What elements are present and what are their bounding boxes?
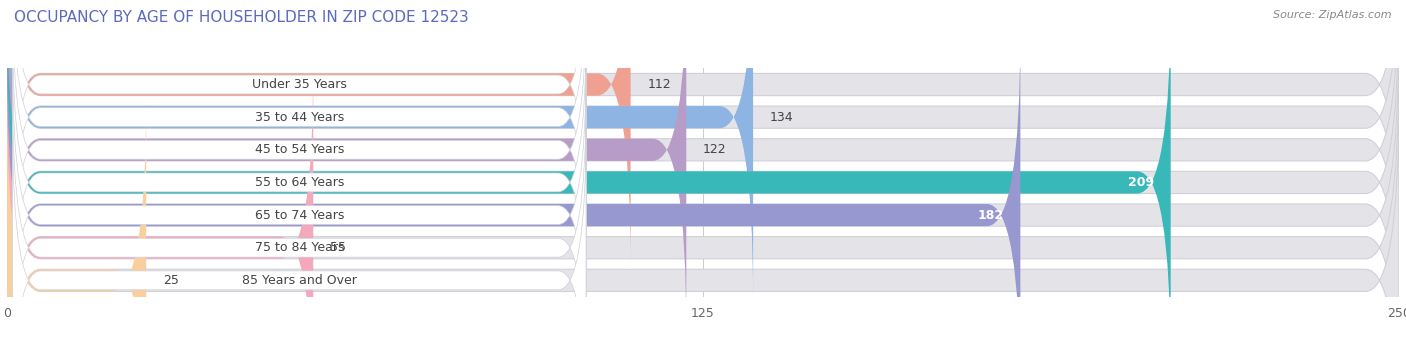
FancyBboxPatch shape: [7, 63, 314, 341]
FancyBboxPatch shape: [7, 0, 1399, 341]
FancyBboxPatch shape: [7, 30, 1399, 341]
Text: Source: ZipAtlas.com: Source: ZipAtlas.com: [1274, 10, 1392, 20]
FancyBboxPatch shape: [7, 0, 686, 335]
Text: 75 to 84 Years: 75 to 84 Years: [254, 241, 344, 254]
Text: 112: 112: [647, 78, 671, 91]
Text: 55 to 64 Years: 55 to 64 Years: [254, 176, 344, 189]
Text: 35 to 44 Years: 35 to 44 Years: [254, 111, 344, 124]
FancyBboxPatch shape: [7, 95, 146, 341]
Text: 65 to 74 Years: 65 to 74 Years: [254, 209, 344, 222]
FancyBboxPatch shape: [7, 95, 1399, 341]
Text: 182: 182: [977, 209, 1004, 222]
Text: 209: 209: [1128, 176, 1154, 189]
FancyBboxPatch shape: [7, 0, 631, 269]
FancyBboxPatch shape: [7, 0, 1399, 335]
Text: 55: 55: [330, 241, 346, 254]
FancyBboxPatch shape: [7, 0, 1399, 302]
FancyBboxPatch shape: [7, 0, 754, 302]
Text: 85 Years and Over: 85 Years and Over: [242, 274, 357, 287]
FancyBboxPatch shape: [13, 0, 586, 271]
FancyBboxPatch shape: [7, 30, 1021, 341]
FancyBboxPatch shape: [7, 63, 1399, 341]
Text: 122: 122: [703, 143, 727, 156]
FancyBboxPatch shape: [7, 0, 1399, 269]
FancyBboxPatch shape: [13, 0, 586, 238]
FancyBboxPatch shape: [13, 61, 586, 341]
FancyBboxPatch shape: [13, 94, 586, 341]
FancyBboxPatch shape: [13, 0, 586, 303]
Text: 134: 134: [770, 111, 793, 124]
Text: 45 to 54 Years: 45 to 54 Years: [254, 143, 344, 156]
Text: OCCUPANCY BY AGE OF HOUSEHOLDER IN ZIP CODE 12523: OCCUPANCY BY AGE OF HOUSEHOLDER IN ZIP C…: [14, 10, 468, 25]
Text: Under 35 Years: Under 35 Years: [252, 78, 347, 91]
FancyBboxPatch shape: [13, 29, 586, 336]
Text: 25: 25: [163, 274, 179, 287]
FancyBboxPatch shape: [7, 0, 1171, 341]
FancyBboxPatch shape: [13, 127, 586, 341]
